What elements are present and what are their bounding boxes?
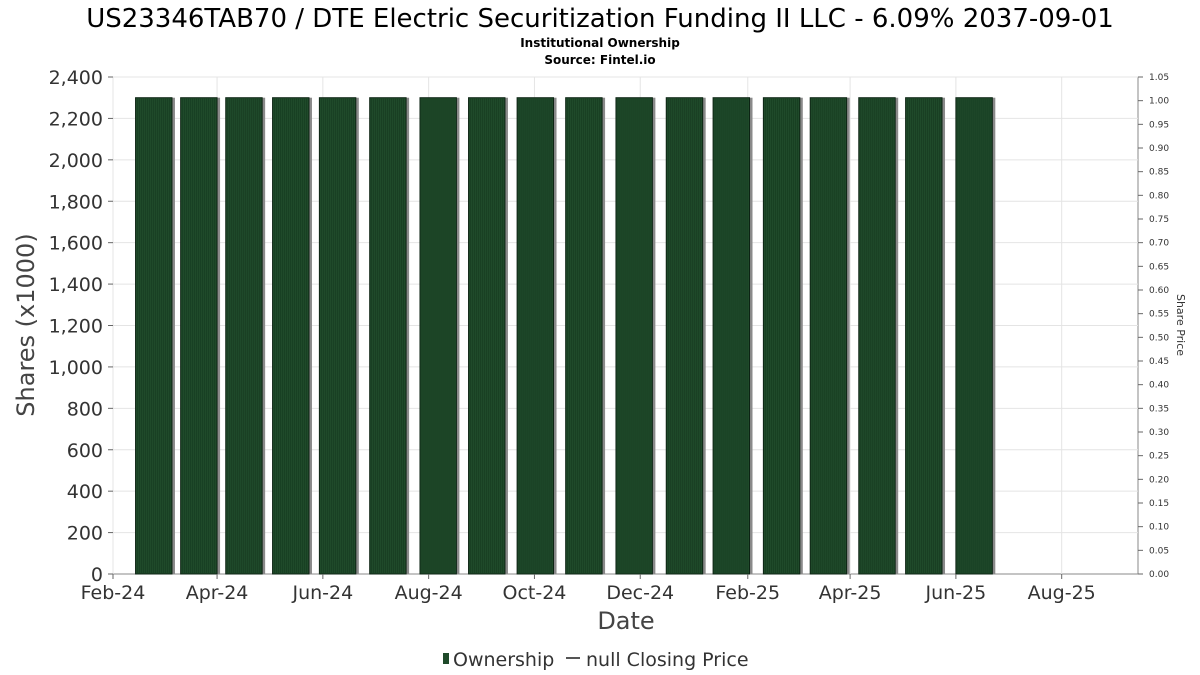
y-tick-label: 1,800 [49, 191, 103, 213]
y-tick-label: 0 [91, 564, 103, 586]
chart-title: US23346TAB70 / DTE Electric Securitizati… [86, 4, 1114, 34]
ownership-bar [712, 97, 753, 575]
legend-ownership-label: Ownership [453, 649, 554, 671]
x-axis-ticks: Feb-24 Apr-24 Jun-24 Aug-24 Oct-24 Dec-24 Feb-… [81, 574, 1096, 604]
y2-tick-label: 0.65 [1149, 262, 1169, 272]
y2-tick-label: 0.10 [1149, 523, 1169, 533]
y-tick-label: 1,400 [49, 274, 103, 296]
x-tick-label: Apr-25 [819, 582, 882, 604]
y2-tick-label: 0.15 [1149, 499, 1169, 509]
x-tick-label: Feb-24 [81, 582, 146, 604]
ownership-bar [468, 97, 508, 575]
y2-tick-label: 0.70 [1149, 239, 1169, 249]
y2-tick-label: 1.05 [1149, 73, 1169, 83]
ownership-bar [419, 97, 460, 575]
y2-tick-label: 0.55 [1149, 310, 1169, 320]
ownership-bar [665, 97, 706, 575]
x-axis-label: Date [597, 607, 654, 635]
y2-tick-label: 0.45 [1149, 357, 1169, 367]
ownership-bar [225, 97, 266, 575]
x-tick-label: Dec-24 [606, 582, 674, 604]
x-tick-label: Jun-25 [925, 582, 987, 604]
right-y-axis-ticks: 0.00 0.05 0.10 0.15 0.20 0.25 0.30 0.35 0.40 0.45… [1138, 73, 1169, 580]
y-tick-label: 1,600 [49, 233, 103, 255]
y2-tick-label: 0.90 [1149, 144, 1169, 154]
y-tick-label: 1,200 [49, 316, 103, 338]
legend: Ownership null Closing Price [443, 649, 749, 671]
y2-tick-label: 0.05 [1149, 546, 1169, 556]
ownership-bars [135, 97, 996, 575]
y-axis-label: Shares (x1000) [12, 233, 40, 416]
y-tick-label: 400 [67, 481, 103, 503]
y-tick-label: 800 [67, 398, 103, 420]
x-tick-label: Apr-24 [186, 582, 249, 604]
ownership-bar [762, 97, 803, 575]
legend-ownership-swatch [443, 653, 449, 664]
y2-tick-label: 0.40 [1149, 381, 1169, 391]
x-tick-label: Aug-25 [1028, 582, 1096, 604]
y-tick-label: 600 [67, 440, 103, 462]
ownership-bar [369, 97, 410, 575]
y2-tick-label: 0.20 [1149, 475, 1169, 485]
x-tick-label: Feb-25 [715, 582, 780, 604]
y2-tick-label: 0.80 [1149, 191, 1169, 201]
y-tick-label: 200 [67, 523, 103, 545]
x-tick-label: Aug-24 [395, 582, 463, 604]
chart-subtitle-source: Source: Fintel.io [544, 53, 655, 67]
y-tick-label: 1,000 [49, 357, 103, 379]
ownership-bar [318, 97, 359, 575]
y2-tick-label: 0.25 [1149, 452, 1169, 462]
ownership-bar [135, 97, 175, 575]
ownership-bar [565, 97, 606, 575]
y2-tick-label: 0.85 [1149, 168, 1169, 178]
ownership-bar [615, 97, 656, 575]
ownership-bar [809, 97, 850, 575]
ownership-bar [955, 97, 996, 575]
y2-tick-label: 0.50 [1149, 333, 1169, 343]
ownership-bar [905, 97, 946, 575]
left-y-axis-ticks: 0 200 400 600 800 1,000 1,200 1,400 1,600 1,800 2,… [49, 67, 113, 586]
y-tick-label: 2,200 [49, 108, 103, 130]
ownership-bar [516, 97, 557, 575]
y2-tick-label: 0.35 [1149, 404, 1169, 414]
y2-tick-label: 0.95 [1149, 120, 1169, 130]
x-tick-label: Oct-24 [503, 582, 567, 604]
y2-tick-label: 0.30 [1149, 428, 1169, 438]
chart-subtitle-ownership: Institutional Ownership [520, 36, 680, 50]
y2-tick-label: 0.75 [1149, 215, 1169, 225]
ownership-bar [180, 97, 221, 575]
y-tick-label: 2,400 [49, 67, 103, 89]
y2-tick-label: 0.60 [1149, 286, 1169, 296]
right-y-axis-label: Share Price [1174, 294, 1187, 356]
ownership-bar [858, 97, 899, 575]
y2-tick-label: 1.00 [1149, 97, 1169, 107]
legend-price-label: null Closing Price [586, 649, 749, 671]
x-tick-label: Jun-24 [291, 582, 353, 604]
y2-tick-label: 0.00 [1149, 570, 1169, 580]
ownership-bar [272, 97, 312, 575]
y-tick-label: 2,000 [49, 150, 103, 172]
